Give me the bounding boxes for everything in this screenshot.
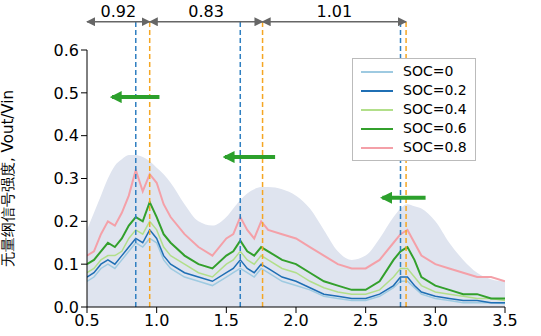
svg-text:0.2: 0.2 bbox=[54, 212, 79, 231]
svg-text:0.1: 0.1 bbox=[54, 255, 79, 274]
svg-text:0.4: 0.4 bbox=[54, 126, 79, 145]
html-text:SOC=0.6: SOC=0.6 bbox=[403, 120, 467, 136]
svg-text:3.0: 3.0 bbox=[423, 311, 448, 330]
svg-text:0.5: 0.5 bbox=[74, 311, 100, 331]
svg-text:1.01: 1.01 bbox=[317, 2, 353, 21]
svg-text:2.5: 2.5 bbox=[353, 311, 378, 330]
html-text:SOC=0: SOC=0 bbox=[403, 63, 454, 79]
svg-text:3.5: 3.5 bbox=[492, 311, 517, 330]
svg-text:0.0: 0.0 bbox=[54, 298, 79, 317]
svg-text:0.92: 0.92 bbox=[101, 2, 137, 21]
svg-text:0.6: 0.6 bbox=[54, 41, 79, 60]
html-text:SOC=0.4: SOC=0.4 bbox=[403, 101, 467, 117]
html-text:SOC=0.8: SOC=0.8 bbox=[403, 139, 467, 155]
svg-text:1.0: 1.0 bbox=[144, 311, 169, 330]
svg-text:1.5: 1.5 bbox=[214, 311, 239, 330]
svg-text:0.5: 0.5 bbox=[54, 84, 79, 103]
svg-text:0.83: 0.83 bbox=[188, 2, 224, 21]
svg-text:0.3: 0.3 bbox=[54, 169, 79, 188]
html-text:SOC=0.2: SOC=0.2 bbox=[403, 82, 467, 98]
svg-text:无量纲信号强度, Vout/Vin: 无量纲信号强度, Vout/Vin bbox=[8, 90, 17, 267]
svg-text:2.0: 2.0 bbox=[283, 311, 308, 330]
